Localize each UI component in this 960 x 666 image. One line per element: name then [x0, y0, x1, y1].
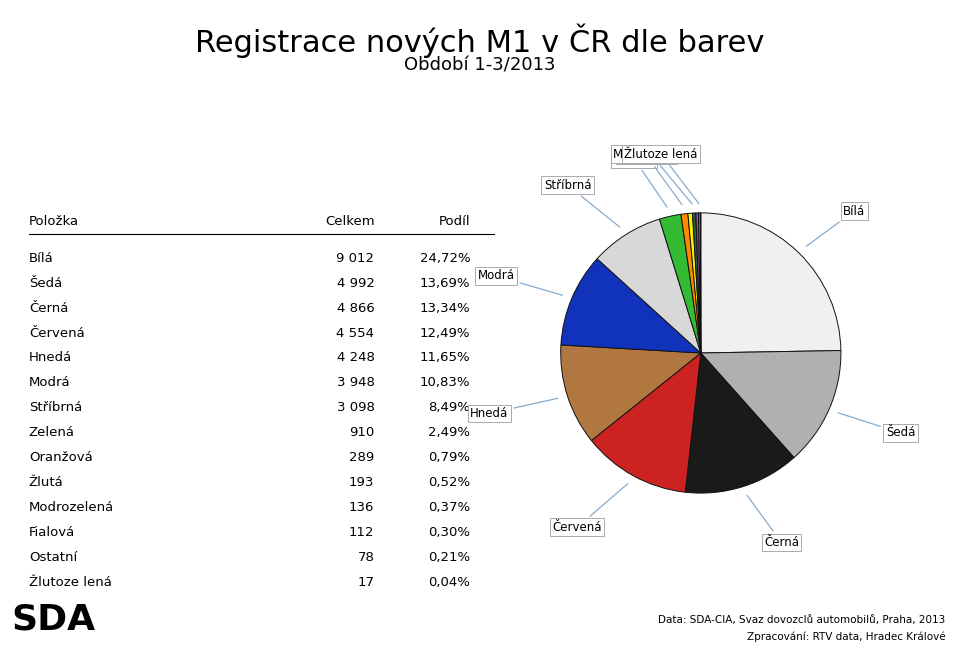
Text: Zpracování: RTV data, Hradec Králové: Zpracování: RTV data, Hradec Králové [747, 631, 946, 642]
Text: 12,49%: 12,49% [420, 326, 470, 340]
Wedge shape [701, 213, 841, 353]
Text: 910: 910 [349, 426, 374, 439]
Text: 13,69%: 13,69% [420, 276, 470, 290]
Text: 10,83%: 10,83% [420, 376, 470, 390]
Text: Stříbrná: Stříbrná [543, 178, 620, 227]
Text: 112: 112 [348, 526, 374, 539]
Text: 0,21%: 0,21% [428, 551, 470, 564]
Text: 4 248: 4 248 [337, 352, 374, 364]
Text: 13,34%: 13,34% [420, 302, 470, 314]
Text: 3 948: 3 948 [337, 376, 374, 390]
Text: Bílá: Bílá [29, 252, 54, 265]
Wedge shape [685, 353, 794, 493]
Text: 24,72%: 24,72% [420, 252, 470, 265]
Text: 0,37%: 0,37% [428, 501, 470, 514]
Text: 17: 17 [357, 575, 374, 589]
Text: 4 992: 4 992 [337, 276, 374, 290]
Text: Modrozelená: Modrozelená [613, 148, 692, 204]
Text: 2,49%: 2,49% [428, 426, 470, 439]
Wedge shape [561, 345, 701, 440]
Wedge shape [701, 350, 841, 458]
Wedge shape [561, 258, 701, 353]
Text: Šedá: Šedá [29, 276, 62, 290]
Text: Červená: Červená [29, 326, 84, 340]
Text: Modrá: Modrá [29, 376, 70, 390]
Text: Šedá: Šedá [838, 413, 915, 440]
Text: Černá: Černá [29, 302, 68, 314]
Text: Hnedá: Hnedá [470, 398, 558, 420]
Text: Ostatní: Ostatní [29, 551, 77, 564]
Text: 11,65%: 11,65% [420, 352, 470, 364]
Text: Bílá: Bílá [806, 204, 865, 246]
Text: Registrace nových M1 v ČR dle barev: Registrace nových M1 v ČR dle barev [195, 23, 765, 58]
Text: Data: SDA-CIA, Svaz dovozclů automobilů, Praha, 2013: Data: SDA-CIA, Svaz dovozclů automobilů,… [659, 615, 946, 625]
Text: Žlutoze lená: Žlutoze lená [624, 148, 699, 204]
Text: Žlutá: Žlutá [29, 476, 63, 489]
Text: Položka: Položka [29, 215, 79, 228]
Wedge shape [696, 213, 701, 353]
Text: Hnedá: Hnedá [29, 352, 72, 364]
Wedge shape [597, 219, 701, 353]
Text: Černá: Černá [747, 496, 799, 549]
Text: 4 866: 4 866 [337, 302, 374, 314]
Text: 136: 136 [349, 501, 374, 514]
Text: 0,04%: 0,04% [428, 575, 470, 589]
Text: CIA: CIA [33, 636, 53, 646]
Text: 9 012: 9 012 [336, 252, 374, 265]
Text: Období 1-3/2013: Období 1-3/2013 [404, 57, 556, 75]
Wedge shape [699, 213, 701, 353]
Text: 4 554: 4 554 [336, 326, 374, 340]
Text: 289: 289 [349, 451, 374, 464]
Text: Žlutoze lená: Žlutoze lená [29, 575, 111, 589]
Text: 3 098: 3 098 [337, 402, 374, 414]
Text: Modrá: Modrá [477, 270, 563, 295]
Text: Modrozelená: Modrozelená [29, 501, 114, 514]
Text: 78: 78 [357, 551, 374, 564]
Text: Stříbrná: Stříbrná [29, 402, 82, 414]
Wedge shape [681, 214, 701, 353]
Text: Fialová: Fialová [29, 526, 75, 539]
Wedge shape [688, 213, 701, 353]
Text: Podíl: Podíl [439, 215, 470, 228]
Text: Zelená: Zelená [29, 426, 75, 439]
Text: Oranžová: Oranžová [618, 149, 682, 204]
Text: 0,79%: 0,79% [428, 451, 470, 464]
Text: 8,49%: 8,49% [428, 402, 470, 414]
Text: Zelená: Zelená [613, 153, 667, 207]
Text: Oranžová: Oranžová [29, 451, 92, 464]
Wedge shape [591, 353, 701, 492]
Text: SDA: SDA [12, 603, 96, 637]
Text: Červená: Červená [553, 484, 628, 533]
Text: Celkem: Celkem [324, 215, 374, 228]
Wedge shape [692, 213, 701, 353]
Text: 0,30%: 0,30% [428, 526, 470, 539]
Wedge shape [660, 214, 701, 353]
Text: 0,52%: 0,52% [428, 476, 470, 489]
Text: 193: 193 [349, 476, 374, 489]
